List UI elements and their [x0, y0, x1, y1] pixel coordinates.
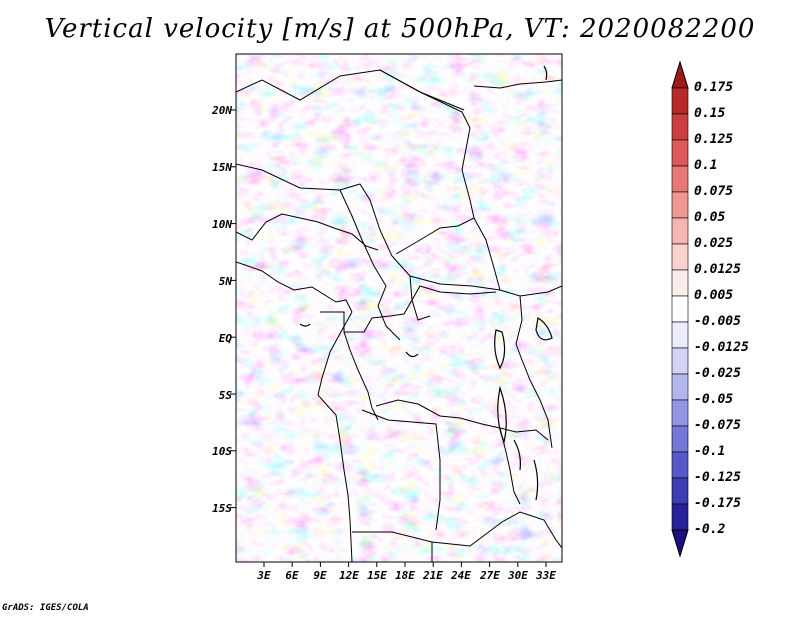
colorbar-bin: [671, 347, 689, 375]
colorbar-label: 0.005: [694, 288, 734, 303]
colorbar-label: 0.1: [694, 158, 718, 173]
lon-label-33e: 33E: [536, 569, 556, 582]
lon-label-12e: 12E: [339, 569, 359, 582]
colorbar-bin: [671, 425, 689, 453]
lon-label-6e: 6E: [285, 569, 299, 582]
colorbar-bin: [671, 87, 689, 115]
credit-text: GrADS: IGES/COLA: [2, 603, 89, 613]
colorbar-bin: [671, 321, 689, 349]
colorbar-bin: [671, 217, 689, 245]
colorbar-label: 0.025: [694, 236, 734, 251]
colorbar-bin: [671, 295, 689, 323]
map-title: Vertical velocity [m/s] at 500hPa, VT: 2…: [44, 14, 756, 44]
colorbar-bin: [671, 243, 689, 271]
colorbar-label: 0.175: [694, 80, 734, 95]
colorbar-bin: [671, 503, 689, 531]
lat-label-10n: 10N: [212, 218, 232, 231]
country-borders: [236, 69, 562, 562]
lon-label-27e: 27E: [480, 569, 500, 582]
lon-label-30e: 30E: [508, 569, 528, 582]
colorbar-label: 0.15: [694, 106, 726, 121]
lat-label-15s: 15S: [212, 502, 232, 515]
colorbar-min-arrow: [671, 529, 689, 558]
colorbar-label: 0.05: [694, 210, 726, 225]
lakes-and-rivers: [299, 65, 553, 501]
colorbar-label: 0.0125: [694, 262, 741, 277]
colorbar-label: 0.125: [694, 132, 734, 147]
colorbar-label: -0.175: [694, 496, 741, 511]
lat-label-eq: EQ: [218, 332, 232, 345]
lat-label-10s: 10S: [212, 445, 232, 458]
lon-label-15e: 15E: [367, 569, 387, 582]
colorbar-label: -0.075: [694, 418, 741, 433]
lon-label-18e: 18E: [395, 569, 415, 582]
lat-label-5s: 5S: [218, 389, 232, 402]
lat-label-5n: 5N: [218, 275, 232, 288]
colorbar-max-arrow: [671, 60, 689, 89]
vertical-velocity-field: [236, 54, 562, 562]
colorbar: [671, 60, 689, 558]
longitude-ticks: [263, 562, 547, 567]
colorbar-bin: [671, 373, 689, 401]
colorbar-label: -0.05: [694, 392, 734, 407]
lon-label-24e: 24E: [451, 569, 471, 582]
colorbar-bin: [671, 165, 689, 193]
colorbar-label: -0.005: [694, 314, 741, 329]
colorbar-label: 0.075: [694, 184, 734, 199]
colorbar-label: -0.0125: [694, 340, 749, 355]
colorbar-bin: [671, 451, 689, 479]
lon-label-9e: 9E: [313, 569, 327, 582]
colorbar-bin: [671, 399, 689, 427]
lon-label-3e: 3E: [257, 569, 271, 582]
colorbar-bin: [671, 139, 689, 167]
colorbar-bin: [671, 191, 689, 219]
colorbar-bin: [671, 477, 689, 505]
colorbar-label: -0.1: [694, 444, 726, 459]
colorbar-bin: [671, 269, 689, 297]
map-frame: [235, 53, 563, 563]
colorbar-label: -0.2: [694, 522, 726, 537]
colorbar-bin: [671, 113, 689, 141]
lat-label-15n: 15N: [212, 161, 232, 174]
lon-label-21e: 21E: [423, 569, 443, 582]
colorbar-label: -0.025: [694, 366, 741, 381]
latitude-ticks: [230, 109, 236, 509]
lat-label-20n: 20N: [212, 104, 232, 117]
colorbar-label: -0.125: [694, 470, 741, 485]
